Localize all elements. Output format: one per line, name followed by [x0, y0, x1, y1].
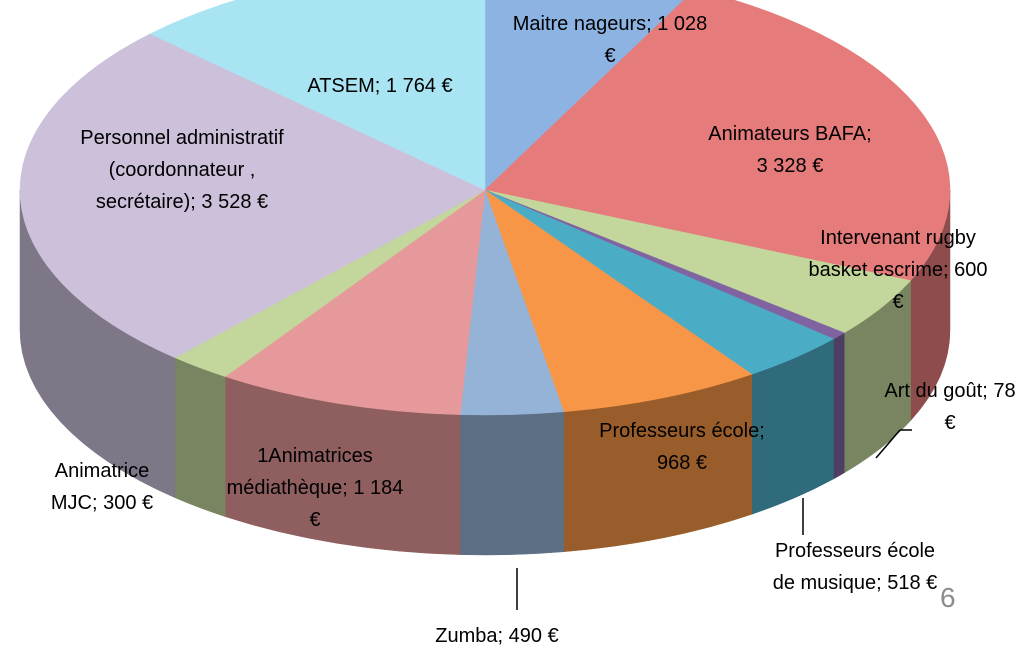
data-label: Intervenant rugby basket escrime; 600 € [808, 227, 988, 313]
pie-slice-side [459, 411, 564, 556]
pie-slice [484, 189, 753, 413]
data-label: Zumba; 490 € [435, 625, 559, 647]
pie-slice [484, 0, 951, 281]
data-label: ATSEM; 1 764 € [307, 75, 453, 97]
data-label: Animatrice MJC; 300 € [50, 460, 154, 514]
data-label: 1Animatrices médiathèque; 1 184 € [226, 445, 404, 531]
pie-slice-side [174, 357, 226, 517]
leader-line [875, 429, 901, 459]
pie-slice-side [833, 332, 845, 480]
data-label: Animateurs BAFA; 3 328 € [708, 123, 872, 177]
data-label: Professeurs école; 968 € [599, 420, 765, 474]
data-label: Professeurs école de musique; 518 € [772, 540, 938, 594]
page-number: 6 [940, 582, 956, 613]
data-label: Personnel administratif (coordonnateur ,… [80, 127, 284, 213]
data-label: Art du goût; 78 € [884, 380, 1016, 434]
pie-slice [224, 189, 486, 415]
pie-slice [19, 33, 486, 358]
pie-slice [149, 0, 486, 191]
data-label: Maitre nageurs; 1 028 € [512, 13, 708, 67]
